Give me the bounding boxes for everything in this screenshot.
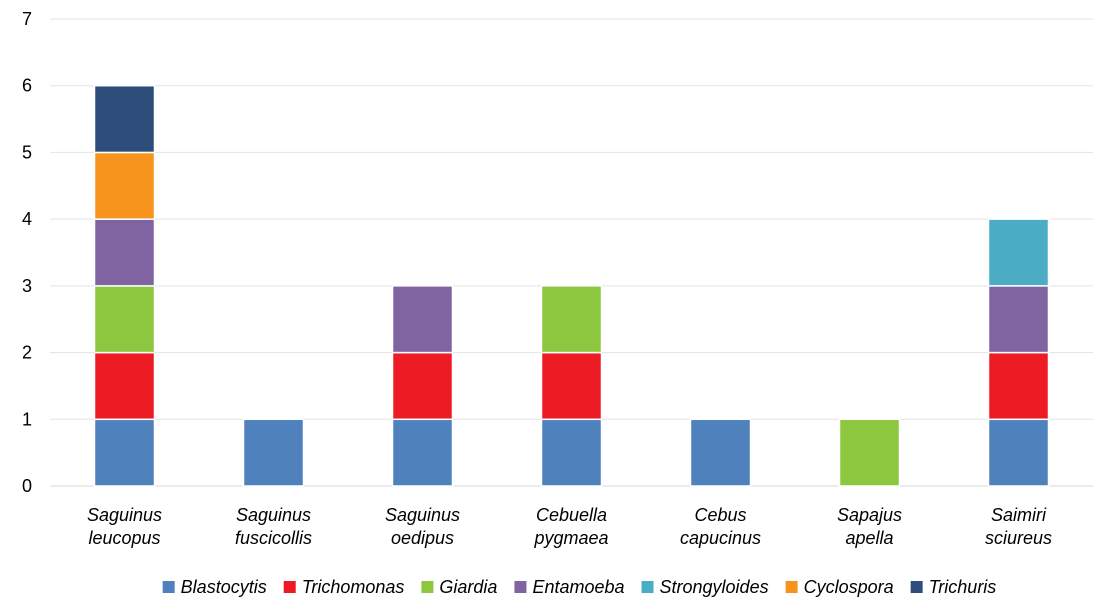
bar-segment xyxy=(987,218,1050,287)
bar-segment xyxy=(540,285,603,354)
y-tick-label: 5 xyxy=(22,142,32,162)
y-axis-tick-labels: 0 1 2 3 4 5 6 7 xyxy=(22,9,32,496)
bar-segment xyxy=(93,84,156,154)
y-tick-label: 2 xyxy=(22,343,32,363)
y-tick-label: 4 xyxy=(22,209,32,229)
bar-segment xyxy=(242,418,305,487)
bar-segment xyxy=(93,218,156,287)
legend-swatch xyxy=(785,581,798,593)
bar-segment xyxy=(987,351,1050,421)
legend-swatch xyxy=(641,581,654,593)
bar-segment xyxy=(838,418,901,487)
x-category-label: Saguinus oedipus xyxy=(385,505,460,548)
bar-segment xyxy=(540,418,603,487)
bar-segment xyxy=(987,418,1050,487)
x-category-label: Cebuella pygmaea xyxy=(533,505,608,548)
x-category-label: Sapajus apella xyxy=(837,505,902,548)
bars xyxy=(93,84,1050,487)
y-tick-label: 6 xyxy=(22,76,32,96)
legend-swatch xyxy=(283,581,296,593)
y-tick-label: 0 xyxy=(22,476,32,496)
legend-swatch xyxy=(910,581,923,593)
y-tick-label: 7 xyxy=(22,9,32,29)
x-axis-category-labels: Saguinus leucopus Saguinus fuscicollis Sagui… xyxy=(87,505,1052,548)
legend-label: Trichomonas xyxy=(302,577,405,597)
bar-segment xyxy=(93,285,156,354)
bar-segment xyxy=(689,418,752,487)
legend-label: Strongyloides xyxy=(660,577,769,597)
legend-swatch xyxy=(162,581,175,593)
legend-label: Entamoeba xyxy=(532,577,624,597)
legend-label: Giardia xyxy=(439,577,497,597)
bar-segment xyxy=(540,351,603,421)
y-tick-label: 3 xyxy=(22,276,32,296)
legend-label: Cyclospora xyxy=(804,577,894,597)
bar-segment xyxy=(391,351,454,421)
legend-label: Trichuris xyxy=(929,577,997,597)
x-category-label: Saguinus fuscicollis xyxy=(235,505,312,548)
bar-segment xyxy=(391,285,454,354)
y-tick-label: 1 xyxy=(22,409,32,429)
legend-swatch xyxy=(421,581,434,593)
legend-swatch xyxy=(514,581,527,593)
bar-segment xyxy=(987,285,1050,354)
bar-segment xyxy=(391,418,454,487)
x-category-label: Saimiri sciureus xyxy=(985,505,1052,548)
x-category-label: Saguinus leucopus xyxy=(87,505,162,548)
x-category-label: Cebus capucinus xyxy=(680,505,761,548)
legend-label: Blastocytis xyxy=(181,577,267,597)
bar-segment xyxy=(93,351,156,421)
legend: Blastocytis Trichomonas Giardia Entamoeba St… xyxy=(162,577,997,597)
bar-segment xyxy=(93,418,156,487)
bar-segment xyxy=(93,151,156,220)
